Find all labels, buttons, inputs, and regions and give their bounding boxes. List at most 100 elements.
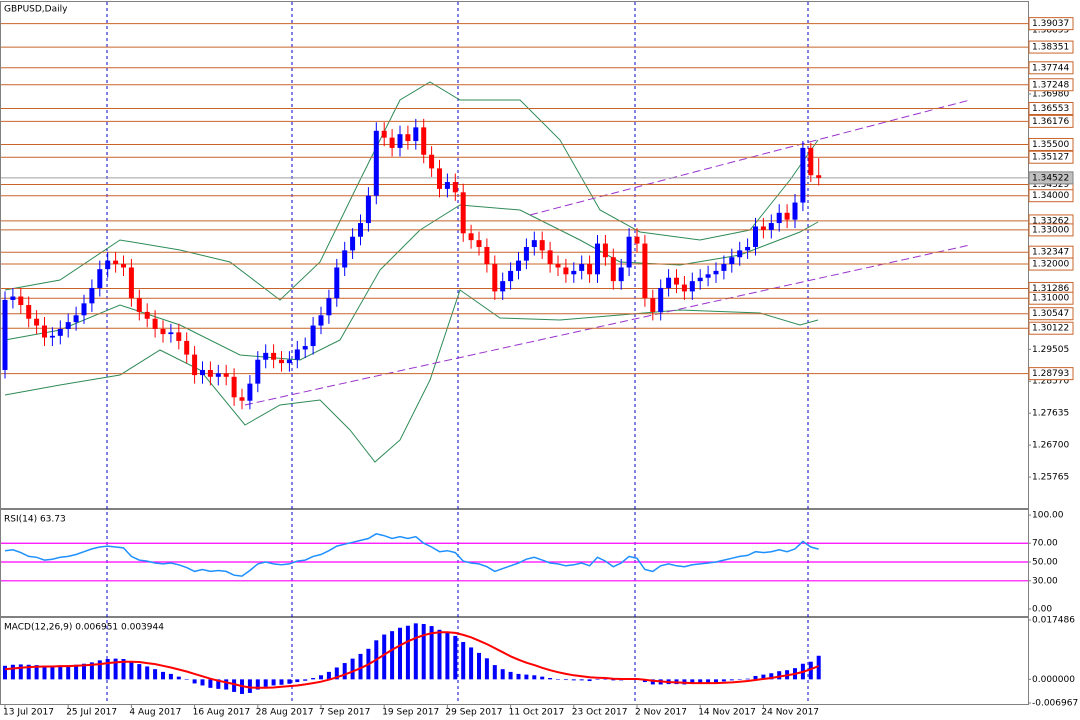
macd-bar <box>10 664 15 680</box>
candle-body <box>239 397 245 401</box>
candle-body <box>437 168 442 189</box>
macd-bar <box>382 634 387 680</box>
macd-bar <box>429 626 434 680</box>
macd-bar <box>492 665 497 680</box>
macd-bar <box>334 667 339 680</box>
x-tick-label: 25 Jul 2017 <box>66 708 117 718</box>
y-tick-label: 50.00 <box>1032 558 1058 568</box>
candle-body <box>737 250 743 258</box>
y-tick-label: -0.006967 <box>1032 699 1078 709</box>
x-tick-label: 24 Nov 2017 <box>761 708 819 718</box>
macd-bar <box>650 679 655 685</box>
macd-bar <box>247 679 252 693</box>
macd-bar <box>777 671 782 680</box>
macd-bar <box>413 623 418 680</box>
candle-body <box>294 349 300 360</box>
macd-bar <box>398 627 402 680</box>
macd-bar <box>121 658 126 680</box>
candle-body <box>334 267 340 299</box>
macd-bar <box>445 632 450 680</box>
macd-bar <box>18 664 23 680</box>
macd-bar <box>42 665 47 680</box>
macd-bar <box>34 665 39 680</box>
candle-body <box>286 359 292 364</box>
macd-bar <box>113 658 118 680</box>
level-label: 1.33000 <box>1032 225 1069 235</box>
macd-bar <box>690 679 695 684</box>
macd-bar <box>3 665 7 680</box>
candle-body <box>18 296 24 306</box>
level-label: 1.39037 <box>1032 19 1069 29</box>
x-tick-label: 14 Nov 2017 <box>698 708 756 718</box>
macd-bar <box>216 679 221 689</box>
macd-bar <box>595 679 600 680</box>
candle-body <box>595 243 600 275</box>
macd-bar <box>761 674 766 680</box>
rsi-frame <box>0 509 1029 617</box>
macd-bar <box>255 679 260 690</box>
candle-body <box>405 134 411 142</box>
candle-body <box>350 236 356 251</box>
macd-bar <box>184 679 189 680</box>
candle-body <box>160 328 166 335</box>
macd-bar <box>714 679 718 683</box>
level-label: 1.38351 <box>1032 43 1069 53</box>
macd-bar <box>548 677 553 680</box>
level-label: 1.33262 <box>1032 216 1069 226</box>
macd-bar <box>350 658 355 680</box>
last-price-label: 1.34522 <box>1032 173 1069 183</box>
macd-bar <box>421 624 426 680</box>
level-label-box <box>1028 367 1074 381</box>
level-label-box <box>1028 150 1074 164</box>
macd-bar <box>745 678 750 680</box>
macd-bar <box>319 675 323 680</box>
candle-body <box>144 311 150 319</box>
candle-body <box>555 264 561 268</box>
y-tick-label: 1.25765 <box>1032 473 1069 483</box>
macd-bar <box>58 665 63 680</box>
candle-body <box>808 147 814 176</box>
candle-body <box>697 277 703 282</box>
candle-body <box>484 246 490 265</box>
macd-bar <box>706 679 711 684</box>
level-label: 1.28793 <box>1032 369 1069 379</box>
level-label-box <box>1028 307 1074 321</box>
candle-body <box>302 346 308 350</box>
candle-body <box>721 264 727 271</box>
candle-body <box>326 298 332 316</box>
y-tick-label: 1.27635 <box>1032 409 1069 419</box>
level-label: 1.34329 <box>1032 180 1069 190</box>
macd-bar <box>161 671 165 680</box>
macd-title: MACD(12,26,9) 0.006951 0.003944 <box>4 623 164 633</box>
candle-body <box>444 182 450 189</box>
macd-bar <box>484 658 489 680</box>
macd-bar <box>168 673 173 680</box>
macd-bar <box>737 679 742 680</box>
level-label: 1.31286 <box>1032 284 1069 294</box>
candle-body <box>89 287 95 304</box>
y-tick-label: 100.00 <box>1032 511 1064 521</box>
candle-body <box>176 332 182 341</box>
macd-bar <box>303 679 308 681</box>
y-tick-label: 0.00 <box>1032 604 1052 614</box>
candle-body <box>492 264 498 292</box>
macd-frame <box>0 617 1029 705</box>
level-label: 1.34000 <box>1032 191 1069 201</box>
y-tick-label: 1.28570 <box>1032 377 1069 387</box>
candle-body <box>49 335 55 338</box>
candle-body <box>784 212 790 220</box>
macd-bar <box>97 660 102 680</box>
candle-body <box>705 274 711 278</box>
candle-body <box>57 328 63 336</box>
macd-bar <box>753 675 758 680</box>
level-label-box <box>1028 223 1074 237</box>
candle-body <box>563 267 569 275</box>
candle-body <box>523 246 529 261</box>
candle-body <box>2 299 8 370</box>
candle-body <box>168 332 174 335</box>
macd-bar <box>405 625 410 680</box>
level-label: 1.32000 <box>1032 260 1069 270</box>
candle-body <box>729 257 735 265</box>
candle-body <box>602 243 608 258</box>
